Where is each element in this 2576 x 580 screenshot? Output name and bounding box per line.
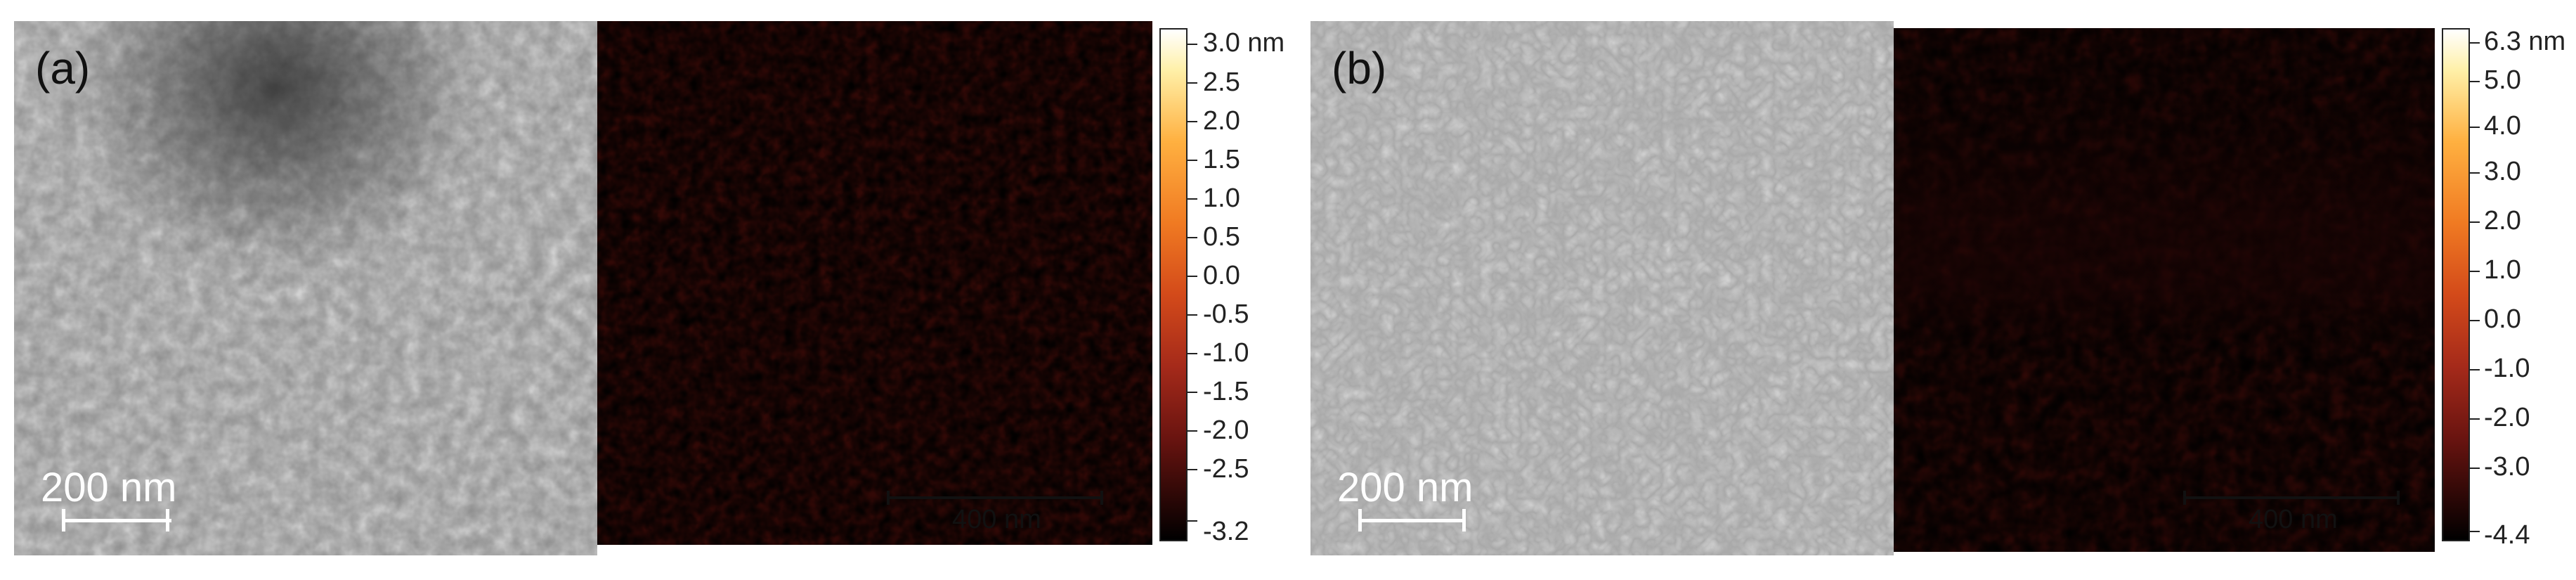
cb-label-a-0: 3.0 nm xyxy=(1203,28,1285,58)
afm-scale-tick-right-b xyxy=(2397,491,2400,505)
colorbar-a xyxy=(1159,28,1188,541)
afm-scale-bar-a xyxy=(887,496,1103,499)
cb-tick xyxy=(2470,221,2480,223)
afm-scale-tick-left-a xyxy=(887,491,890,505)
afm-scale-bar-b xyxy=(2183,496,2400,499)
cb-label-b-0: 6.3 nm xyxy=(2484,27,2566,56)
cb-tick xyxy=(1188,82,1197,84)
cb-label-a-5: 0.5 xyxy=(1203,222,1240,252)
cb-tick xyxy=(2470,531,2480,532)
cb-label-a-7: -0.5 xyxy=(1203,299,1249,329)
cb-tick xyxy=(2470,320,2480,321)
cb-label-b-10: -4.4 xyxy=(2484,520,2530,550)
sem-scale-label-b: 200 nm xyxy=(1337,465,1474,510)
cb-label-a-9: -1.5 xyxy=(1203,377,1249,406)
sem-image-b: (b) 200 nm xyxy=(1310,21,1894,555)
colorbar-b xyxy=(2442,28,2470,541)
cb-tick xyxy=(1188,314,1197,316)
cb-label-a-6: 0.0 xyxy=(1203,261,1240,290)
cb-tick xyxy=(1188,44,1197,45)
cb-tick xyxy=(2470,42,2480,44)
cb-label-a-12: -3.2 xyxy=(1203,517,1249,546)
sem-image-a: (a) 200 nm xyxy=(14,21,597,555)
cb-label-b-8: -2.0 xyxy=(2484,403,2530,432)
cb-label-a-11: -2.5 xyxy=(1203,454,1249,484)
sem-scale-tick-left-b xyxy=(1358,509,1362,531)
cb-tick xyxy=(1188,392,1197,393)
panel-label-b: (b) xyxy=(1332,43,1387,94)
afm-scale-tick-left-b xyxy=(2183,491,2186,505)
cb-tick xyxy=(1188,469,1197,470)
cb-tick xyxy=(2470,468,2480,469)
cb-tick xyxy=(2470,418,2480,420)
cb-label-a-3: 1.5 xyxy=(1203,145,1240,174)
sem-scale-bar-a xyxy=(62,519,171,522)
cb-tick xyxy=(1188,198,1197,200)
cb-tick xyxy=(1188,121,1197,122)
sem-scale-bar-b xyxy=(1358,519,1462,522)
cb-tick xyxy=(1188,430,1197,432)
cb-label-b-6: 0.0 xyxy=(2484,304,2521,334)
panel-label-a: (a) xyxy=(35,43,91,94)
cb-tick xyxy=(2470,172,2480,174)
afm-scale-tick-right-a xyxy=(1100,491,1103,505)
cb-tick xyxy=(2470,127,2480,128)
cb-label-b-7: -1.0 xyxy=(2484,354,2530,383)
cb-label-b-4: 2.0 xyxy=(2484,206,2521,236)
cb-tick xyxy=(2470,369,2480,370)
cb-tick xyxy=(1188,276,1197,277)
cb-label-a-4: 1.0 xyxy=(1203,183,1240,213)
cb-tick xyxy=(1188,353,1197,354)
cb-tick xyxy=(2470,271,2480,272)
sem-scale-label-a: 200 nm xyxy=(41,465,177,510)
afm-scale-label-a: 400 nm xyxy=(952,505,1041,534)
sem-scale-tick-right-a xyxy=(166,509,169,531)
afm-image-a: 400 nm xyxy=(597,21,1152,545)
afm-image-b: 400 nm xyxy=(1894,28,2435,552)
cb-label-a-2: 2.0 xyxy=(1203,106,1240,136)
sem-scale-tick-left-a xyxy=(62,509,65,531)
afm-scale-label-b: 400 nm xyxy=(2249,505,2338,534)
cb-label-a-1: 2.5 xyxy=(1203,67,1240,97)
cb-label-b-1: 5.0 xyxy=(2484,65,2521,95)
sem-scale-tick-right-b xyxy=(1462,509,1466,531)
cb-label-b-5: 1.0 xyxy=(2484,255,2521,285)
cb-label-a-8: -1.0 xyxy=(1203,338,1249,368)
cb-label-a-10: -2.0 xyxy=(1203,415,1249,445)
cb-tick xyxy=(1188,520,1197,522)
cb-label-b-2: 4.0 xyxy=(2484,111,2521,141)
cb-label-b-9: -3.0 xyxy=(2484,452,2530,482)
cb-tick xyxy=(1188,237,1197,238)
cb-label-b-3: 3.0 xyxy=(2484,157,2521,186)
cb-tick xyxy=(2470,81,2480,82)
cb-tick xyxy=(1188,160,1197,161)
